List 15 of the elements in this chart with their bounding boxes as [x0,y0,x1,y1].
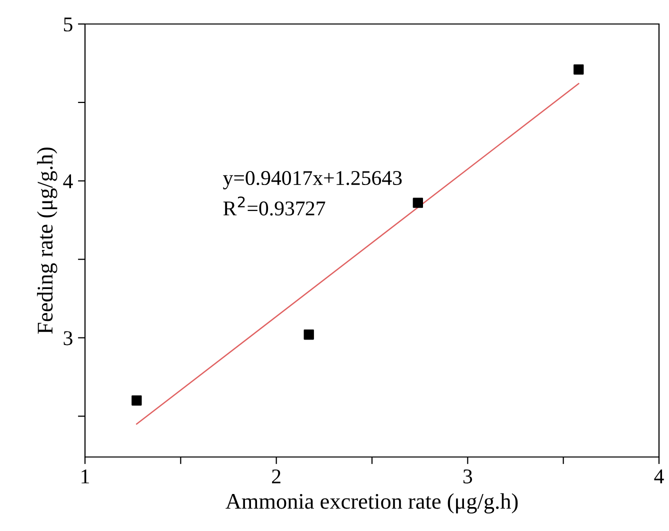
y-axis-title: Feeding rate (μg/g.h) [37,148,58,334]
point [574,64,584,75]
x-tick-label: 2 [272,469,280,484]
y-tick-label: 5 [64,18,72,32]
x-tick-label: 1 [82,470,89,484]
point [304,330,314,340]
x-axis-title: Ammonia excretion rate (μg/g.h) [226,493,518,514]
y-tick-label: 4 [63,174,73,188]
annotation: y=0.94017x+1.25643 [223,170,402,190]
x-tick-label: 3 [463,469,472,484]
point [132,395,142,406]
x-tick-label: 4 [654,470,664,484]
point [412,198,424,208]
y-tick-label: 3 [64,331,72,346]
annotation: R$^{2}$=0.93727 [223,196,326,216]
